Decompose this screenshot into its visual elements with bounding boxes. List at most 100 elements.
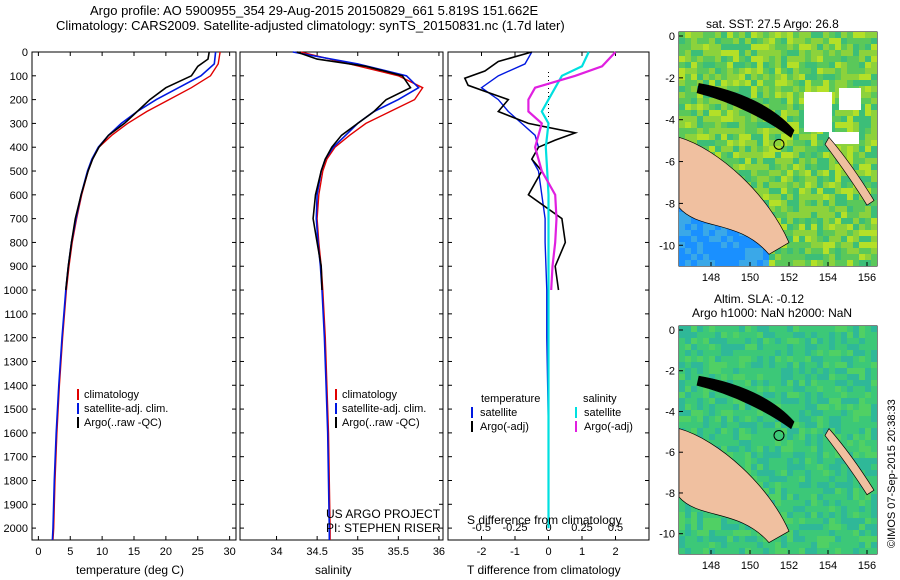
sst-map-cell bbox=[805, 248, 811, 254]
diff-legend-label: Argo(-adj) bbox=[584, 421, 633, 433]
sla-map-cell bbox=[739, 368, 745, 374]
sst-map-cell bbox=[775, 176, 781, 182]
sst-map-cell bbox=[679, 110, 685, 116]
sst-map-cell bbox=[757, 170, 763, 176]
sla-map-cell bbox=[799, 326, 805, 332]
sla-map-cell bbox=[685, 392, 691, 398]
sst-map-cell bbox=[709, 146, 715, 152]
sla-map-cell bbox=[787, 398, 793, 404]
sla-map-cell bbox=[823, 356, 829, 362]
sla-map-cell bbox=[835, 338, 841, 344]
sst-map-cell bbox=[829, 38, 835, 44]
sst-map-cell bbox=[679, 104, 685, 110]
sla-map-cell bbox=[697, 512, 703, 518]
difference-xtick-label: 1 bbox=[579, 546, 585, 558]
sst-map-cell bbox=[781, 152, 787, 158]
sst-map-cell bbox=[679, 248, 685, 254]
sla-map-cell bbox=[787, 488, 793, 494]
sla-map-cell bbox=[721, 374, 727, 380]
sla-map-cell bbox=[691, 506, 697, 512]
sla-map-cell bbox=[859, 488, 865, 494]
sst-map-cell bbox=[859, 128, 865, 134]
sla-map-cell bbox=[817, 440, 823, 446]
sst-map-cell bbox=[793, 140, 799, 146]
sla-map-cell bbox=[793, 338, 799, 344]
sla-map-cell bbox=[775, 494, 781, 500]
sla-map-cell bbox=[745, 428, 751, 434]
sst-map-cell bbox=[697, 128, 703, 134]
sst-map-cell bbox=[775, 62, 781, 68]
sst-map-cell bbox=[685, 242, 691, 248]
sla-map-cell bbox=[805, 500, 811, 506]
sla-map-cell bbox=[835, 506, 841, 512]
sst-map-cell bbox=[799, 170, 805, 176]
sst-map-cell bbox=[763, 152, 769, 158]
sla-map-cell bbox=[793, 500, 799, 506]
sst-map-cell bbox=[871, 188, 877, 194]
sst-map-cell bbox=[829, 74, 835, 80]
sla-map-cell bbox=[847, 506, 853, 512]
sla-map-cell bbox=[787, 440, 793, 446]
sst-map-cell bbox=[721, 32, 727, 38]
sla-map-cell bbox=[727, 446, 733, 452]
sla-map-cell bbox=[709, 410, 715, 416]
sla-map-cell bbox=[859, 542, 865, 548]
sst-map-cell bbox=[733, 38, 739, 44]
sla-map-cell bbox=[817, 422, 823, 428]
sla-map-cell bbox=[793, 476, 799, 482]
sla-map-cell bbox=[757, 332, 763, 338]
sla-map-cell bbox=[739, 404, 745, 410]
sla-map-cell bbox=[841, 410, 847, 416]
sla-map-cell bbox=[715, 326, 721, 332]
sst-map-cell bbox=[865, 260, 871, 266]
sst-map-cell bbox=[787, 170, 793, 176]
sla-map-cell bbox=[811, 410, 817, 416]
sla-map-cell bbox=[829, 386, 835, 392]
sla-map-cell bbox=[817, 518, 823, 524]
sla-map-cell bbox=[781, 500, 787, 506]
sla-map-cell bbox=[829, 332, 835, 338]
sla-map-cell bbox=[739, 356, 745, 362]
sla-map-cell bbox=[871, 416, 877, 422]
sst-map-cell bbox=[829, 32, 835, 38]
sst-map-cell bbox=[781, 146, 787, 152]
sla-map-cell bbox=[817, 380, 823, 386]
depth-tick-label: 100 bbox=[10, 71, 28, 83]
sst-map-cell bbox=[835, 38, 841, 44]
sst-map-cell bbox=[769, 200, 775, 206]
sst-map-cell bbox=[715, 62, 721, 68]
sla-map-cell bbox=[697, 344, 703, 350]
sst-map-cell bbox=[769, 170, 775, 176]
sla-map-cell bbox=[799, 530, 805, 536]
sla-map-cell bbox=[709, 524, 715, 530]
sst-map-cell bbox=[835, 92, 841, 98]
sst-map-cell bbox=[691, 218, 697, 224]
sst-map-cell bbox=[775, 110, 781, 116]
sla-map-cell bbox=[733, 410, 739, 416]
depth-tick-label: 200 bbox=[10, 95, 28, 107]
sla-map-cell bbox=[835, 476, 841, 482]
sst-map-cell bbox=[811, 62, 817, 68]
sst-map-cell bbox=[751, 260, 757, 266]
sla-map-cell bbox=[685, 338, 691, 344]
sst-map-cell bbox=[853, 248, 859, 254]
sla-map-cell bbox=[781, 548, 787, 554]
sst-map-cell bbox=[787, 218, 793, 224]
sst-map-cell bbox=[859, 248, 865, 254]
sst-map-cell bbox=[715, 50, 721, 56]
sst-map-cell bbox=[745, 92, 751, 98]
sla-map-cell bbox=[871, 350, 877, 356]
sla-map-cell bbox=[799, 536, 805, 542]
sla-map-cell bbox=[727, 368, 733, 374]
sst-map-cell bbox=[709, 80, 715, 86]
sst-map-cell bbox=[829, 80, 835, 86]
sst-map-cell bbox=[871, 206, 877, 212]
sla-map-cell bbox=[781, 380, 787, 386]
sst-map-cell bbox=[775, 134, 781, 140]
sla-map-cell bbox=[775, 380, 781, 386]
difference-xtick-label: 2 bbox=[612, 546, 618, 558]
sla-map-cell bbox=[817, 548, 823, 554]
sla-map-cell bbox=[715, 524, 721, 530]
sst-map-cell bbox=[721, 146, 727, 152]
sst-map-cell bbox=[787, 230, 793, 236]
